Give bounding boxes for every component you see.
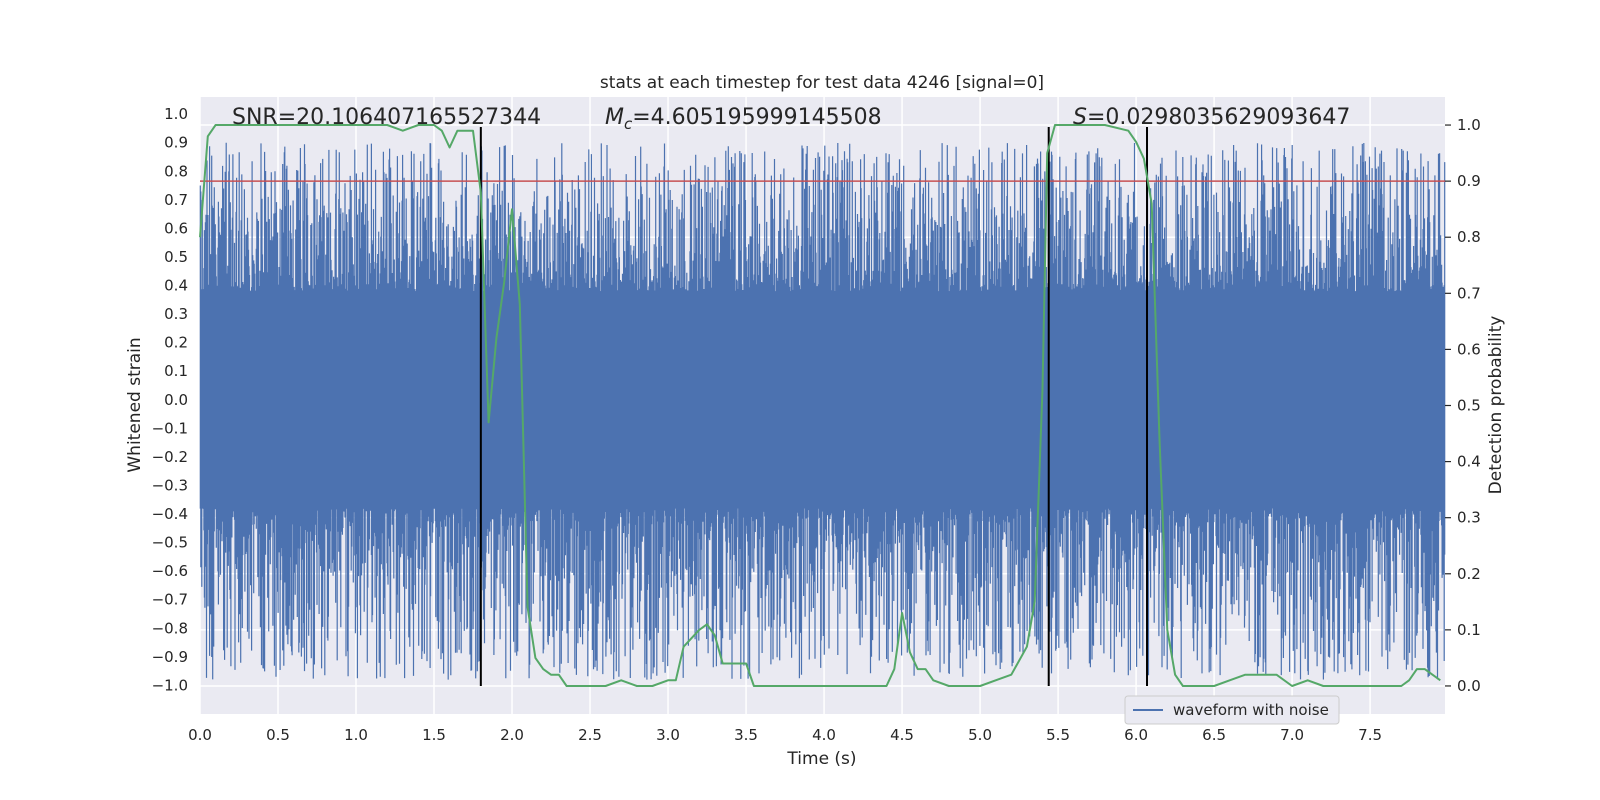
chirp-mass-annotation: Mc=4.605195999145508: [605, 105, 882, 133]
right-y-tick-label: 0.9: [1457, 172, 1481, 190]
x-tick-label: 2.0: [500, 726, 524, 744]
x-tick-label: 7.0: [1280, 726, 1304, 744]
x-tick-label: 6.0: [1124, 726, 1148, 744]
left-y-tick-label: −0.5: [152, 534, 188, 552]
snr-annotation: SNR=20.106407165527344: [232, 105, 541, 130]
left-y-tick-label: −0.6: [152, 562, 188, 580]
left-y-tick-label: 0.6: [164, 219, 188, 237]
s-symbol: S: [1073, 105, 1087, 130]
x-tick-label: 0.0: [188, 726, 212, 744]
x-axis-label: Time (s): [786, 749, 856, 769]
chirp-mass-value: =4.605195999145508: [632, 105, 881, 130]
x-tick-label: 5.5: [1046, 726, 1070, 744]
legend-label: waveform with noise: [1173, 701, 1329, 719]
x-tick-label: 5.0: [968, 726, 992, 744]
x-tick-label: 6.5: [1202, 726, 1226, 744]
left-y-tick-label: −1.0: [152, 676, 188, 694]
legend-box: [1124, 695, 1340, 725]
right-y-tick-label: 0.3: [1457, 509, 1481, 527]
left-y-tick-label: −0.4: [152, 505, 188, 523]
detection-probability-line: [199, 124, 1441, 687]
left-y-tick-label: −0.8: [152, 619, 188, 637]
x-tick-label: 4.5: [890, 726, 914, 744]
chart-title: stats at each timestep for test data 424…: [600, 73, 1044, 93]
chirp-mass-symbol: M: [605, 105, 624, 130]
left-y-tick-label: 0.1: [164, 362, 188, 380]
left-y-tick-label: 0.9: [164, 134, 188, 152]
x-tick-label: 1.5: [422, 726, 446, 744]
left-y-axis-label: Whitened strain: [125, 337, 145, 472]
x-tick-label: 2.5: [578, 726, 602, 744]
left-y-tick-label: −0.9: [152, 648, 188, 666]
left-y-tick-label: −0.7: [152, 591, 188, 609]
right-y-tick-label: 0.5: [1457, 397, 1481, 415]
left-y-tick-label: 0.7: [164, 191, 188, 209]
waveform-with-noise-series: [199, 142, 1446, 680]
left-y-tick-label: 1.0: [164, 105, 188, 123]
waveform-trace: [199, 142, 1446, 680]
right-y-tick-label: 0.0: [1457, 677, 1481, 695]
left-y-tick-label: 0.0: [164, 391, 188, 409]
legend: waveform with noise: [1124, 695, 1340, 725]
s-annotation: S=0.0298035629093647: [1073, 105, 1350, 130]
left-y-tick-label: −0.2: [152, 448, 188, 466]
left-y-tick-label: 0.5: [164, 248, 188, 266]
x-axis-ticks: 0.0 0.5 1.0 1.5 2.0 2.5 3.0 3.5 4.0 4.5 5.0 5.5 6.0 6…: [188, 726, 1382, 744]
right-y-axis-ticks: 1.0 0.9 0.8 0.7 0.6 0.5 0.4 0.3 0.2 0.1 0.0: [1445, 116, 1481, 695]
x-tick-label: 3.0: [656, 726, 680, 744]
right-y-tick-label: 0.4: [1457, 453, 1481, 471]
right-y-axis-label: Detection probability: [1486, 316, 1506, 495]
x-tick-label: 7.5: [1358, 726, 1382, 744]
x-tick-label: 4.0: [812, 726, 836, 744]
x-tick-label: 1.0: [344, 726, 368, 744]
right-y-tick-label: 0.1: [1457, 621, 1481, 639]
left-y-tick-label: −0.3: [152, 476, 188, 494]
right-y-tick-label: 0.8: [1457, 228, 1481, 246]
left-y-tick-label: 0.8: [164, 162, 188, 180]
x-tick-label: 3.5: [734, 726, 758, 744]
right-y-tick-label: 1.0: [1457, 116, 1481, 134]
right-y-tick-label: 0.2: [1457, 565, 1481, 583]
right-y-tick-label: 0.7: [1457, 284, 1481, 302]
right-y-tick-label: 0.6: [1457, 340, 1481, 358]
left-y-axis-ticks: 1.0 0.9 0.8 0.7 0.6 0.5 0.4 0.3 0.2 0.1 0.0 −0.1 −0.…: [152, 105, 188, 694]
left-y-tick-label: 0.3: [164, 305, 188, 323]
left-y-tick-label: −0.1: [152, 419, 188, 437]
chirp-mass-subscript: c: [624, 115, 633, 133]
left-y-tick-label: 0.4: [164, 277, 188, 295]
s-value: =0.0298035629093647: [1087, 105, 1350, 130]
x-tick-label: 0.5: [266, 726, 290, 744]
left-y-tick-label: 0.2: [164, 334, 188, 352]
